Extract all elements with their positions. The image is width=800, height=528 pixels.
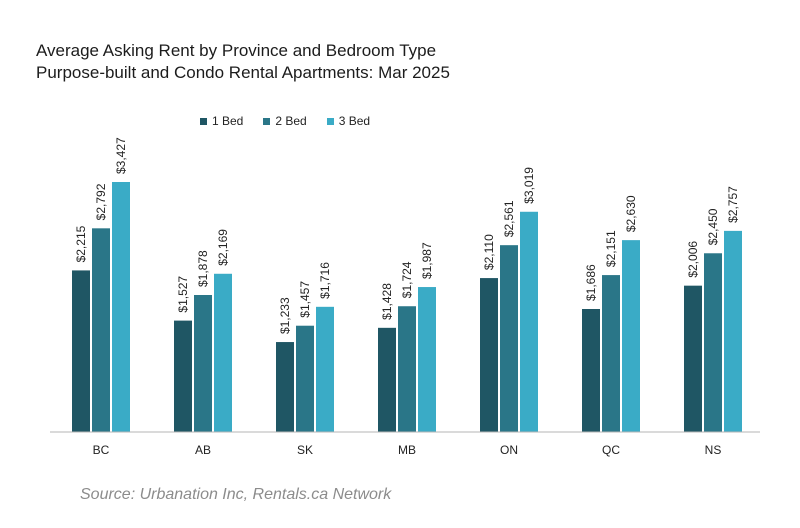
bar-ns-1-bed	[684, 285, 702, 432]
x-tick-label-on: ON	[500, 443, 518, 457]
bar-bc-2-bed	[92, 228, 110, 432]
legend-entry-3-bed: 3 Bed	[326, 114, 371, 128]
bar-ns-2-bed	[704, 253, 722, 432]
data-label-ab-2-bed: $1,878	[196, 250, 210, 287]
bar-sk-2-bed	[296, 325, 314, 432]
bar-ab-1-bed	[174, 320, 192, 432]
data-label-bc-2-bed: $2,792	[94, 183, 108, 220]
data-label-ns-2-bed: $2,450	[706, 208, 720, 245]
data-label-sk-3-bed: $1,716	[318, 262, 332, 299]
data-label-qc-2-bed: $2,151	[604, 230, 618, 267]
bar-ab-2-bed	[194, 294, 212, 432]
source-note: Source: Urbanation Inc, Rentals.ca Netwo…	[80, 486, 392, 503]
data-label-on-3-bed: $3,019	[522, 167, 536, 204]
bar-mb-3-bed	[418, 287, 436, 432]
data-label-ns-1-bed: $2,006	[686, 241, 700, 278]
bar-ab-3-bed	[214, 273, 232, 432]
chart-legend: 1 Bed 2 Bed 3 Bed	[200, 114, 370, 128]
legend-swatch-1-bed	[200, 117, 207, 125]
x-tick-label-ab: AB	[195, 443, 211, 457]
bar-on-1-bed	[480, 278, 498, 432]
legend-label-1-bed: 1 Bed	[212, 114, 244, 128]
bar-qc-3-bed	[622, 240, 640, 432]
bar-bc-3-bed	[112, 182, 130, 432]
data-label-on-1-bed: $2,110	[482, 234, 496, 270]
bar-qc-2-bed	[602, 275, 620, 432]
data-label-qc-1-bed: $1,686	[584, 264, 598, 301]
bar-mb-2-bed	[398, 306, 416, 432]
bar-sk-3-bed	[316, 306, 334, 432]
data-label-sk-2-bed: $1,457	[298, 281, 312, 318]
legend-swatch-2-bed	[263, 117, 271, 125]
legend-entry-2-bed: 2 Bed	[263, 114, 307, 128]
bar-mb-1-bed	[378, 327, 396, 432]
data-label-on-2-bed: $2,561	[502, 200, 516, 237]
data-label-ab-1-bed: $1,527	[176, 276, 190, 313]
x-tick-label-mb: MB	[398, 443, 416, 457]
legend-label-3-bed: 3 Bed	[338, 114, 371, 128]
x-tick-label-qc: QC	[602, 443, 620, 457]
data-label-qc-3-bed: $2,630	[624, 195, 638, 232]
bar-sk-1-bed	[276, 342, 294, 432]
data-label-bc-3-bed: $3,427	[114, 137, 128, 174]
bar-on-3-bed	[520, 211, 538, 432]
bar-qc-1-bed	[582, 309, 600, 432]
data-label-ns-3-bed: $2,757	[726, 186, 740, 223]
chart-title-block: Average Asking Rent by Province and Bedr…	[36, 40, 450, 84]
data-label-bc-1-bed: $2,215	[74, 225, 88, 262]
legend-label-2-bed: 2 Bed	[275, 114, 307, 128]
legend-entry-1-bed: 1 Bed	[200, 114, 243, 128]
data-label-mb-1-bed: $1,428	[380, 283, 394, 320]
legend-swatch-3-bed	[326, 117, 334, 125]
data-label-ab-3-bed: $2,169	[216, 229, 230, 266]
bar-on-2-bed	[500, 245, 518, 432]
data-label-sk-1-bed: $1,233	[278, 297, 292, 334]
chart-title: Average Asking Rent by Province and Bedr…	[36, 41, 437, 60]
x-tick-label-ns: NS	[705, 443, 722, 457]
x-tick-label-bc: BC	[93, 443, 110, 457]
data-label-mb-2-bed: $1,724	[400, 261, 414, 298]
x-tick-label-sk: SK	[297, 443, 313, 457]
bar-ns-3-bed	[724, 230, 742, 432]
data-label-mb-3-bed: $1,987	[420, 242, 434, 279]
chart-subtitle: Purpose-built and Condo Rental Apartment…	[36, 63, 450, 82]
bar-bc-1-bed	[72, 270, 90, 432]
